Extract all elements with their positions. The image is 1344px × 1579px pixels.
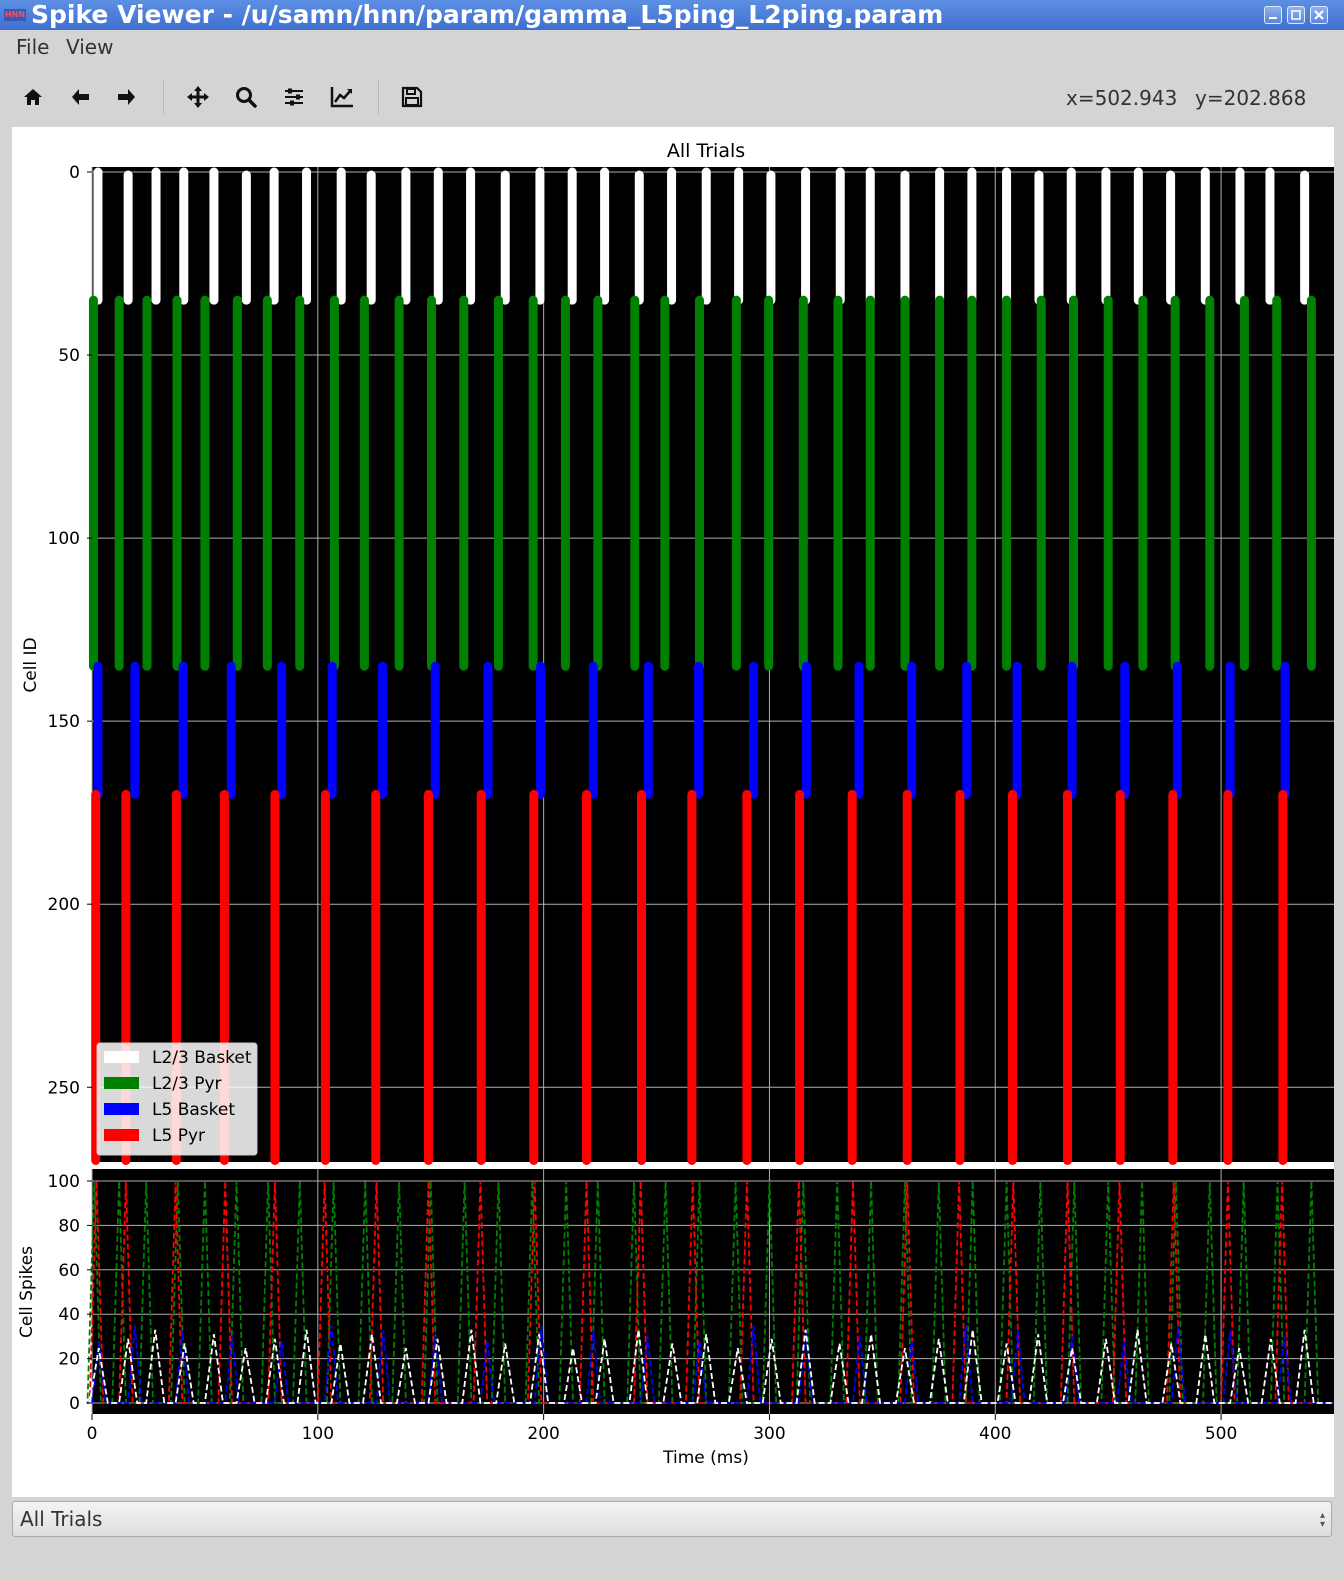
histogram-y-tick-label: 40 — [58, 1305, 80, 1325]
save-icon — [401, 86, 423, 108]
menu-view[interactable]: View — [66, 35, 114, 59]
home-button[interactable] — [15, 79, 51, 115]
histogram-y-tick-label: 100 — [48, 1172, 80, 1192]
histogram-y-axis-label: Cell Spikes — [17, 1246, 37, 1338]
title-bar: HNN Spike Viewer - /u/samn/hnn/param/gam… — [0, 0, 1344, 30]
figure-canvas[interactable]: All Trials 0 50 100 150 200 250 Cell ID L2/3 … — [12, 127, 1334, 1497]
raster-y-axis-label: Cell ID — [21, 637, 41, 692]
toolbar-separator — [163, 80, 164, 114]
axes-edit-button[interactable] — [324, 79, 360, 115]
app-logo-icon: HNN — [4, 9, 26, 21]
legend-swatch — [104, 1051, 139, 1063]
back-arrow-icon — [72, 89, 89, 105]
raster-y-tick-label: 100 — [48, 529, 80, 549]
legend-box — [96, 1042, 258, 1156]
subplots-config-icon — [285, 88, 303, 106]
x-coordinate-readout: x=502.943 — [1066, 86, 1178, 110]
legend-swatch — [104, 1077, 139, 1089]
histogram-x-tick-label: 100 — [302, 1424, 334, 1444]
histogram-y-ticks: 0 20 40 60 80 100 — [48, 1172, 92, 1414]
combo-arrows-icon: ▴ ▾ — [1319, 1510, 1325, 1530]
legend-swatch — [104, 1103, 139, 1115]
histogram-y-tick-label: 20 — [58, 1350, 80, 1370]
y-coordinate-readout: y=202.868 — [1195, 86, 1307, 110]
legend-label: L2/3 Pyr — [152, 1074, 222, 1094]
histogram-x-ticks: 0 100 200 300 400 500 — [87, 1414, 1237, 1444]
menu-file[interactable]: File — [16, 35, 50, 59]
histogram-x-tick-label: 400 — [979, 1424, 1011, 1444]
minimize-button[interactable] — [1264, 6, 1282, 24]
zoom-button[interactable] — [228, 79, 264, 115]
raster-y-tick-label: 200 — [48, 895, 80, 915]
histogram-line-l2-3-basket — [88, 1329, 1334, 1404]
raster-y-tick-label: 50 — [58, 346, 80, 366]
histogram-x-tick-label: 300 — [753, 1424, 785, 1444]
histogram-line-l2-3-pyr — [86, 1180, 1334, 1404]
forward-arrow-icon — [118, 89, 135, 105]
legend-label: L5 Pyr — [152, 1126, 205, 1146]
minimize-icon — [1269, 17, 1277, 19]
histogram-lines — [86, 1180, 1334, 1404]
toolbar-separator — [378, 80, 379, 114]
zoom-icon — [236, 87, 257, 108]
pan-icon — [187, 86, 209, 108]
home-icon — [24, 89, 42, 105]
raster-y-tick-label: 0 — [69, 163, 80, 183]
raster-y-ticks: 0 50 100 150 200 250 — [48, 163, 92, 1098]
raster-y-tick-label: 150 — [48, 712, 80, 732]
raster-y-tick-label: 250 — [48, 1078, 80, 1098]
pan-button[interactable] — [180, 79, 216, 115]
save-button[interactable] — [394, 79, 430, 115]
histogram-y-tick-label: 80 — [58, 1216, 80, 1236]
histogram-x-axis-label: Time (ms) — [662, 1448, 749, 1468]
subplots-config-button[interactable] — [276, 79, 312, 115]
legend-label: L2/3 Basket — [152, 1048, 252, 1068]
maximize-button[interactable] — [1287, 6, 1305, 24]
histogram-x-tick-label: 500 — [1205, 1424, 1237, 1444]
close-icon — [1314, 10, 1324, 20]
histogram-y-tick-label: 0 — [69, 1394, 80, 1414]
axes-edit-icon — [330, 87, 353, 108]
histogram-x-tick-label: 200 — [527, 1424, 559, 1444]
back-button[interactable] — [62, 79, 98, 115]
close-button[interactable] — [1310, 6, 1328, 24]
histogram-x-tick-label: 0 — [87, 1424, 98, 1444]
window-title: Spike Viewer - /u/samn/hnn/param/gamma_L… — [31, 0, 944, 29]
legend: L2/3 Basket L2/3 Pyr L5 Basket L5 Pyr — [96, 1042, 258, 1156]
trial-selector-value: All Trials — [20, 1507, 103, 1531]
trial-selector-dropdown[interactable]: All Trials ▴ ▾ — [12, 1501, 1332, 1537]
histogram-y-tick-label: 60 — [58, 1261, 80, 1281]
toolbar: x=502.943 y=202.868 — [0, 72, 1344, 124]
maximize-icon — [1291, 10, 1301, 20]
menu-bar: File View — [0, 30, 1344, 64]
forward-button[interactable] — [109, 79, 145, 115]
raster-title: All Trials — [667, 140, 745, 162]
legend-swatch — [104, 1129, 139, 1141]
legend-label: L5 Basket — [152, 1100, 235, 1120]
